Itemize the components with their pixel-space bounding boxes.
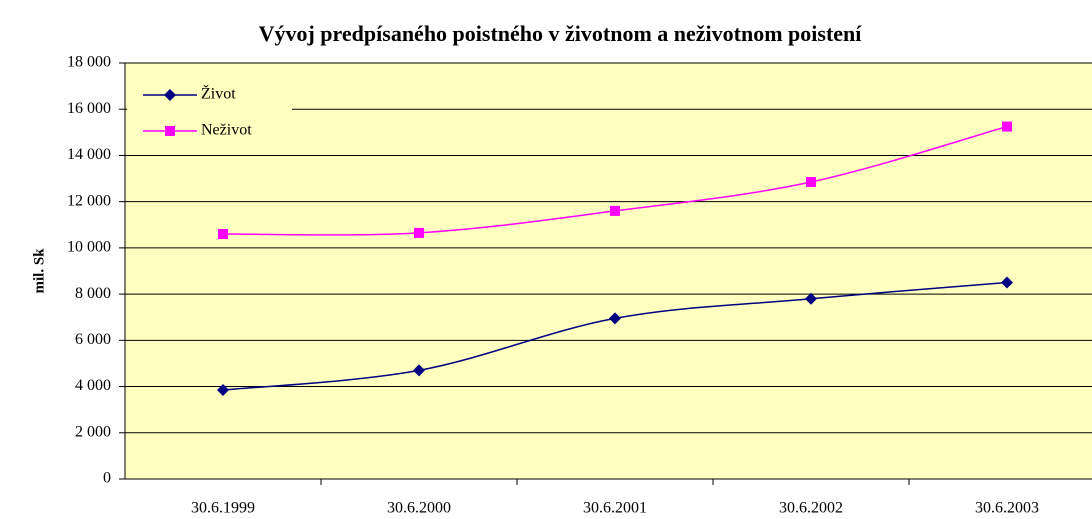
- legend-marker: [165, 126, 175, 136]
- x-tick-label: 30.6.2001: [583, 500, 647, 517]
- data-point: [805, 292, 817, 305]
- data-point: [217, 384, 229, 397]
- y-tick-label: 12 000: [67, 192, 111, 209]
- data-point: [610, 205, 620, 216]
- legend-marker: [164, 89, 176, 101]
- y-tick-label: 10 000: [67, 239, 111, 256]
- x-tick-label: 30.6.2002: [779, 500, 843, 517]
- x-tick-label: 30.6.2003: [975, 500, 1039, 517]
- y-tick-label: 6 000: [75, 331, 111, 348]
- data-point: [609, 312, 621, 325]
- x-tick-label: 30.6.2000: [387, 500, 451, 517]
- y-tick-label: 4 000: [75, 377, 111, 394]
- y-axis-label: mil. Sk: [31, 248, 47, 294]
- legend-box: [127, 78, 292, 146]
- data-point: [413, 364, 425, 377]
- y-tick-label: 16 000: [67, 100, 111, 117]
- y-tick-label: 0: [103, 470, 111, 487]
- data-point: [1001, 276, 1013, 289]
- x-tick-label: 30.6.1999: [191, 500, 255, 517]
- data-point: [1002, 121, 1012, 132]
- data-point: [218, 229, 228, 240]
- data-point: [806, 177, 816, 188]
- data-point: [414, 227, 424, 238]
- chart-title: Vývoj predpísaného poistného v životnom …: [259, 21, 863, 46]
- legend-label: Život: [201, 84, 236, 103]
- y-tick-label: 14 000: [67, 146, 111, 163]
- y-tick-label: 2 000: [75, 423, 111, 440]
- y-tick-label: 18 000: [67, 54, 111, 71]
- y-tick-label: 8 000: [75, 285, 111, 302]
- legend-label: Neživot: [201, 122, 252, 139]
- legend: Život Neživot: [127, 78, 292, 146]
